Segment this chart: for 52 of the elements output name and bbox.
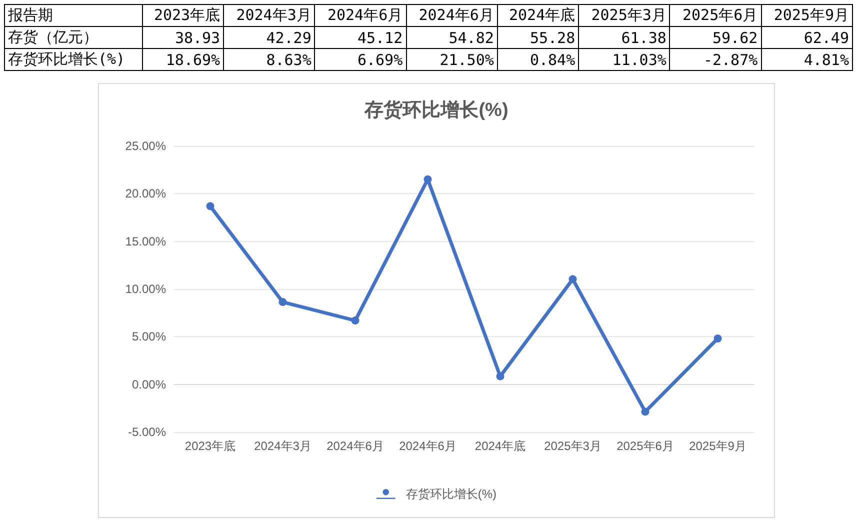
x-tick-label: 2024年3月	[254, 439, 312, 453]
x-tick-label: 2025年3月	[544, 439, 602, 453]
legend-label: 存货环比增长(%)	[406, 487, 497, 501]
point	[641, 408, 650, 416]
data-label: -2.87%	[670, 48, 762, 70]
category-label: 2024年3月	[224, 4, 315, 26]
category-label: 2024年6月	[314, 4, 406, 26]
data-label: 6.69%	[314, 48, 406, 70]
point	[568, 275, 577, 284]
data-label: 45.12	[314, 26, 406, 48]
point	[714, 334, 722, 342]
data-label: 18.69%	[142, 48, 224, 70]
y-tick-label: 5.00%	[132, 330, 166, 344]
y-tick-label: 25.00%	[125, 139, 166, 153]
point	[351, 316, 360, 325]
chart-title: 存货环比增长(%)	[364, 99, 508, 121]
x-tick-label: 2024年6月	[399, 439, 456, 453]
x-tick-label: 2025年9月	[689, 439, 746, 453]
category-label: 2023年底	[142, 4, 224, 26]
point	[206, 202, 214, 210]
category-label: 2024年6月	[406, 4, 498, 26]
text: 存货（亿元）	[4, 26, 142, 48]
category-label: 2025年3月	[578, 4, 670, 26]
point	[424, 175, 432, 184]
x-tick-label: 2023年底	[184, 439, 236, 453]
category-label: 2024年底	[497, 4, 579, 26]
text: 存货环比增长(%)	[4, 48, 142, 70]
data-label: 55.28	[497, 26, 579, 48]
data-label: 62.49	[761, 26, 852, 48]
category-label: 2025年9月	[761, 4, 852, 26]
point	[496, 372, 504, 380]
data-label: 4.81%	[761, 48, 852, 70]
y-tick-label: -5.00%	[128, 425, 166, 439]
x-tick-label: 2024年底	[474, 439, 526, 453]
x-tick-label: 2024年6月	[326, 439, 384, 453]
data-label: 21.50%	[406, 48, 498, 70]
data-label: 38.93	[142, 26, 224, 48]
text: 报告期	[4, 4, 142, 26]
data-label: 0.84%	[497, 48, 579, 70]
data-label: 54.82	[406, 26, 498, 48]
point	[278, 298, 287, 306]
x-tick-label: 2025年6月	[616, 439, 674, 453]
y-tick-label: 10.00%	[125, 282, 166, 296]
category-label: 2025年6月	[670, 4, 762, 26]
y-tick-label: 0.00%	[132, 377, 166, 392]
data-label: 59.62	[670, 26, 762, 48]
data-label: 8.63%	[224, 48, 315, 70]
data-label: 42.29	[224, 26, 315, 48]
y-tick-label: 20.00%	[125, 186, 166, 201]
y-tick-label: 15.00%	[125, 234, 166, 248]
data-label: 61.38	[578, 26, 670, 48]
data-label: 11.03%	[578, 48, 670, 70]
